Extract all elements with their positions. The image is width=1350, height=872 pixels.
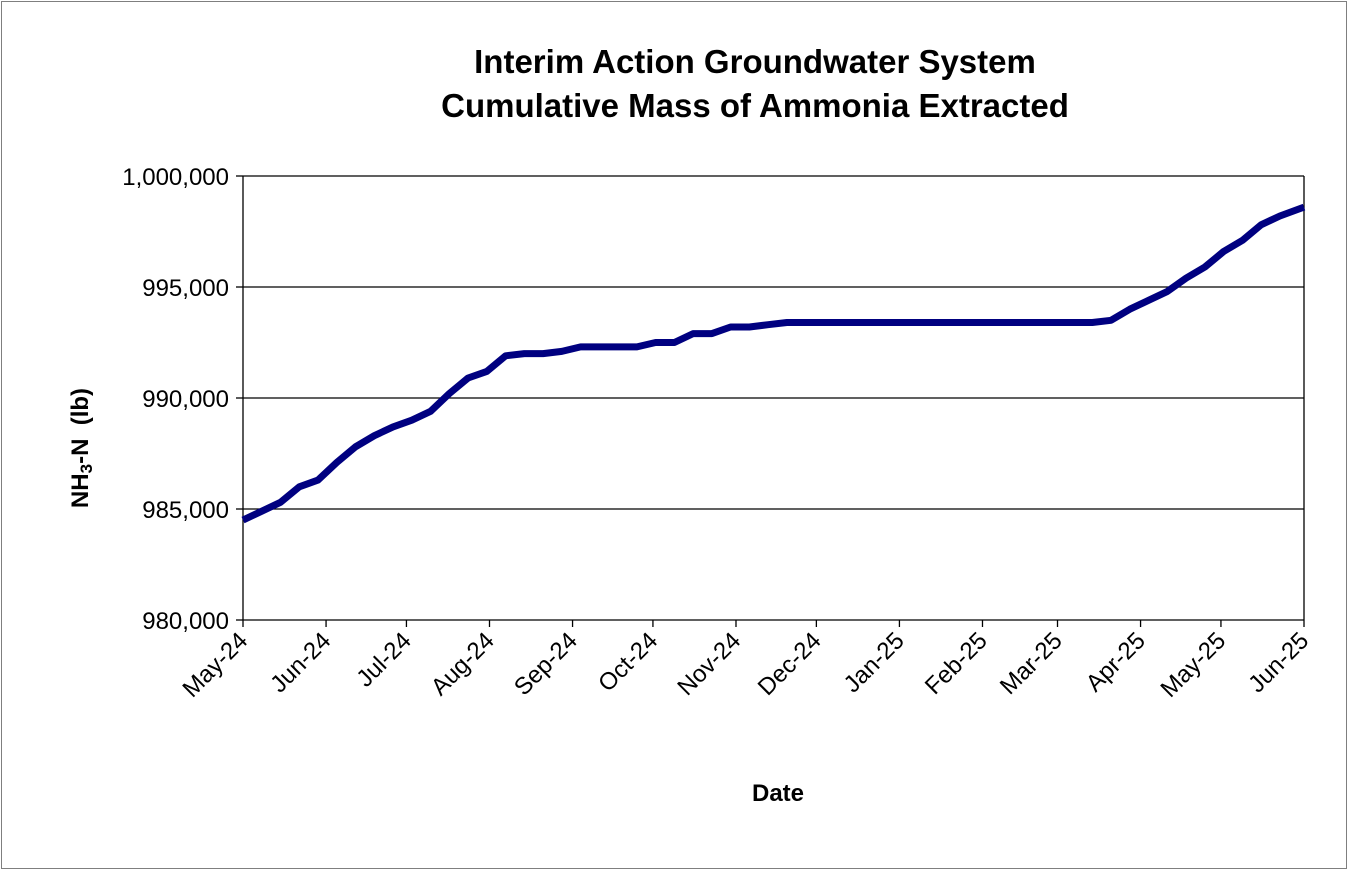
y-axis-title: NH3-N (lb) — [67, 388, 96, 508]
y-tick-labels: 980,000 985,000 990,000 995,000 1,000,000 — [122, 164, 229, 635]
x-tick-label: Dec-24 — [753, 627, 827, 701]
x-tick-label: Jul-24 — [351, 627, 416, 692]
x-axis-title: Date — [752, 780, 804, 807]
gridlines — [243, 175, 1304, 510]
series-group — [241, 203, 1306, 524]
series-line — [241, 203, 1306, 524]
y-tick-label: 995,000 — [142, 275, 229, 302]
y-tick-label: 1,000,000 — [122, 164, 229, 191]
x-tick-label: Nov-24 — [672, 627, 746, 701]
x-tick-label: Aug-24 — [426, 627, 500, 701]
x-tick-label: Sep-24 — [509, 627, 583, 701]
x-tick-label: Jun-25 — [1243, 627, 1314, 698]
chart-title: Interim Action Groundwater System Cumula… — [441, 43, 1069, 124]
y-axis-title-sub: 3 — [77, 464, 96, 473]
axes — [236, 175, 1305, 627]
y-tick-label: 980,000 — [142, 608, 229, 635]
y-tick-label: 990,000 — [142, 386, 229, 413]
chart-title-line-1: Interim Action Groundwater System — [474, 43, 1036, 80]
x-tick-label: Feb-25 — [920, 627, 993, 700]
x-tick-label: May-25 — [1156, 627, 1232, 703]
chart-title-line-2: Cumulative Mass of Ammonia Extracted — [441, 87, 1069, 124]
x-tick-label: Jun-24 — [265, 627, 336, 698]
y-axis-title-rest: -N (lb) — [67, 388, 94, 464]
x-tick-labels: May-24 Jun-24 Jul-24 Aug-24 Sep-24 Oct-24 Nov-… — [178, 627, 1315, 703]
x-tick-label: May-24 — [178, 627, 254, 703]
x-tick-label: Jan-25 — [839, 627, 910, 698]
x-tick-label: Mar-25 — [995, 627, 1068, 700]
y-tick-label: 985,000 — [142, 497, 229, 524]
x-tick-label: Oct-24 — [593, 627, 663, 697]
x-tick-label: Apr-25 — [1081, 627, 1151, 697]
y-axis-title-main: NH — [67, 473, 94, 508]
